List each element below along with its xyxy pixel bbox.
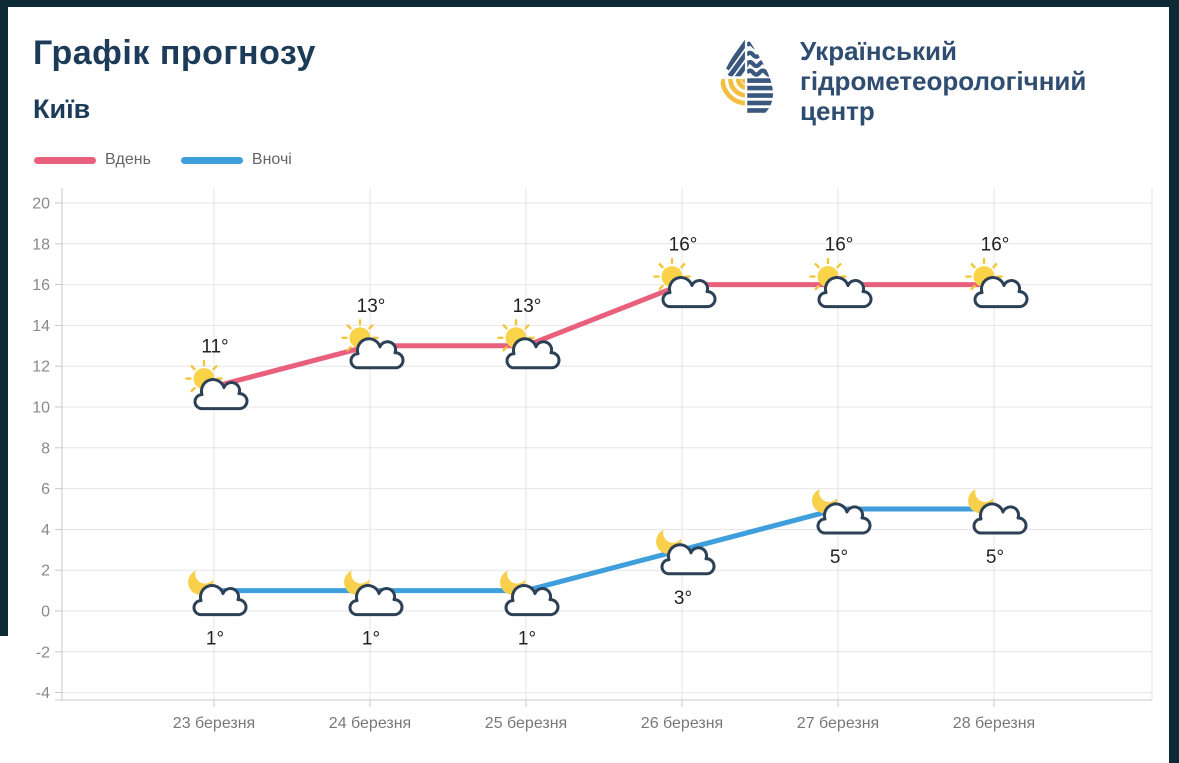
temperature-label: 16°	[669, 235, 698, 256]
temperature-label: 13°	[513, 296, 542, 317]
temperature-label: 1°	[518, 629, 536, 650]
y-axis-label: 16	[32, 277, 50, 294]
moon-behind-cloud-icon	[183, 564, 248, 617]
logo-text-line3: центр	[800, 96, 875, 126]
y-axis-label: 8	[41, 440, 50, 457]
sun-behind-cloud-icon	[653, 257, 717, 309]
sun-behind-cloud-icon	[497, 318, 561, 370]
city-subtitle: Київ	[33, 94, 91, 124]
y-axis-label: 10	[32, 400, 50, 417]
legend: Вдень Вночі	[34, 151, 322, 169]
temperature-label: 16°	[981, 235, 1010, 256]
y-axis-label: 14	[32, 318, 50, 335]
x-axis-label: 26 березня	[641, 715, 723, 732]
frame-border-left	[0, 0, 8, 636]
y-axis-label: 20	[32, 196, 50, 213]
y-axis-label: -4	[36, 685, 50, 702]
x-axis-label: 27 березня	[797, 715, 879, 732]
x-axis-label: 23 березня	[173, 715, 255, 732]
y-axis-label: 4	[41, 522, 50, 539]
day-legend-swatch	[34, 156, 96, 164]
logo-text-line1: Український	[800, 36, 957, 66]
moon-behind-cloud-icon	[339, 564, 404, 617]
night-legend-swatch	[180, 156, 243, 164]
y-axis-label: 0	[41, 604, 50, 621]
temperature-label: 5°	[986, 547, 1004, 568]
logo-text-line2: гідрометеорологічний	[800, 66, 1087, 96]
y-axis-label: 18	[32, 236, 50, 253]
temperature-label: 1°	[206, 629, 224, 650]
sun-behind-cloud-icon	[341, 318, 405, 370]
temperature-label: 11°	[201, 337, 228, 358]
temperature-label: 13°	[357, 296, 386, 317]
hydromet-logo-drop-icon	[718, 34, 774, 121]
moon-behind-cloud-icon	[963, 483, 1028, 535]
temperature-label: 3°	[674, 588, 692, 609]
day-temperature-line	[211, 282, 997, 390]
hydromet-logo-text: Український гідрометеорологічний центр	[800, 36, 1086, 126]
night-legend-label: Вночі	[251, 151, 292, 168]
x-axis-label: 28 березня	[953, 715, 1035, 732]
hydromet-logo: Український гідрометеорологічний центр	[714, 34, 1086, 126]
x-axis-label: 25 березня	[485, 715, 567, 732]
temperature-label: 16°	[825, 235, 854, 256]
frame-border-right	[1169, 0, 1179, 763]
temperature-label: 1°	[362, 629, 380, 650]
day-legend-label: Вдень	[105, 151, 151, 168]
logo-arc-center	[741, 79, 746, 84]
moon-behind-cloud-icon	[651, 524, 716, 576]
temperature-label: 5°	[830, 547, 848, 568]
moon-behind-cloud-icon	[495, 564, 560, 617]
y-axis-label: -2	[36, 644, 50, 661]
x-axis-label: 24 березня	[329, 715, 411, 732]
y-axis-label: 2	[41, 563, 50, 580]
sun-behind-cloud-icon	[809, 257, 873, 309]
night-temperature-line	[211, 506, 997, 594]
moon-behind-cloud-icon	[807, 483, 872, 535]
frame-border-top	[0, 0, 1179, 7]
sun-behind-cloud-icon	[185, 359, 249, 411]
page-title: Графік прогнозу	[33, 34, 316, 72]
y-axis-label: 6	[41, 481, 50, 498]
sun-behind-cloud-icon	[965, 257, 1029, 309]
logo-horizontal-bars	[747, 78, 774, 113]
y-axis-label: 12	[32, 359, 50, 376]
